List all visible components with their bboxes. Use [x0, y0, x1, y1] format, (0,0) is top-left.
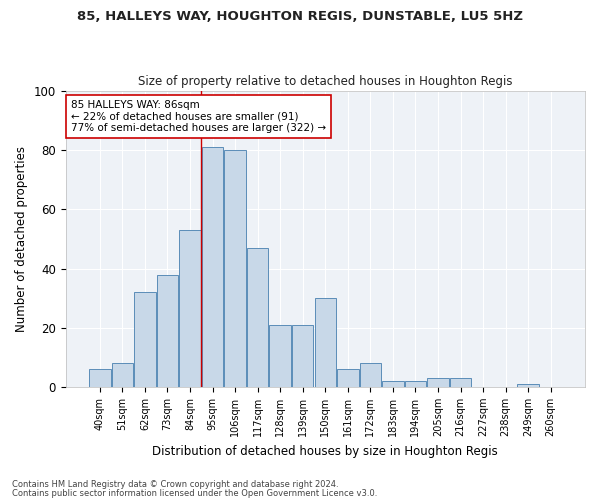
- Bar: [202, 148, 223, 387]
- Y-axis label: Number of detached properties: Number of detached properties: [15, 146, 28, 332]
- Bar: [247, 248, 268, 387]
- Bar: [179, 230, 201, 387]
- Bar: [427, 378, 449, 387]
- Bar: [450, 378, 471, 387]
- Bar: [292, 325, 313, 387]
- Bar: [269, 325, 291, 387]
- Bar: [382, 381, 404, 387]
- Bar: [314, 298, 336, 387]
- Text: Contains HM Land Registry data © Crown copyright and database right 2024.: Contains HM Land Registry data © Crown c…: [12, 480, 338, 489]
- Bar: [517, 384, 539, 387]
- Text: 85 HALLEYS WAY: 86sqm
← 22% of detached houses are smaller (91)
77% of semi-deta: 85 HALLEYS WAY: 86sqm ← 22% of detached …: [71, 100, 326, 133]
- Bar: [134, 292, 155, 387]
- Bar: [405, 381, 426, 387]
- Bar: [157, 274, 178, 387]
- Bar: [112, 364, 133, 387]
- Bar: [359, 364, 381, 387]
- Bar: [337, 369, 359, 387]
- Title: Size of property relative to detached houses in Houghton Regis: Size of property relative to detached ho…: [138, 76, 512, 88]
- Bar: [89, 369, 110, 387]
- X-axis label: Distribution of detached houses by size in Houghton Regis: Distribution of detached houses by size …: [152, 444, 498, 458]
- Bar: [224, 150, 246, 387]
- Text: Contains public sector information licensed under the Open Government Licence v3: Contains public sector information licen…: [12, 488, 377, 498]
- Text: 85, HALLEYS WAY, HOUGHTON REGIS, DUNSTABLE, LU5 5HZ: 85, HALLEYS WAY, HOUGHTON REGIS, DUNSTAB…: [77, 10, 523, 23]
